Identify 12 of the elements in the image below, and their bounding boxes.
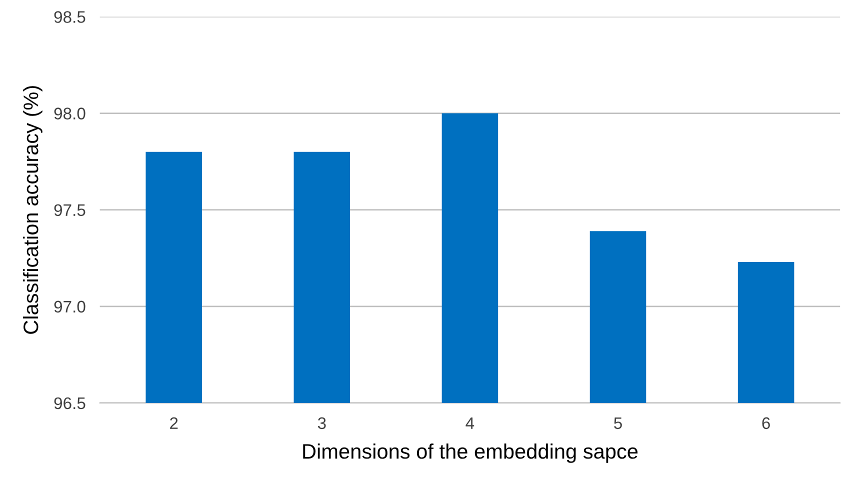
y-tick-label: 98.5	[54, 11, 86, 23]
x-tick-label: 2	[170, 417, 178, 429]
x-axis-title: Dimensions of the embedding sapce	[303, 443, 638, 463]
y-tick-label: 97.5	[54, 204, 86, 216]
x-tick-label: 3	[318, 417, 326, 430]
x-tick-label: 4	[466, 417, 474, 429]
x-tick-label: 5	[614, 417, 622, 430]
y-tick-label: 98.0	[54, 108, 86, 120]
y-tick-label: 97.0	[54, 300, 86, 313]
y-axis-title: Classification accuracy (%)	[22, 86, 42, 334]
x-tick-label: 6	[762, 417, 770, 430]
y-tick-label: 96.5	[54, 397, 86, 410]
